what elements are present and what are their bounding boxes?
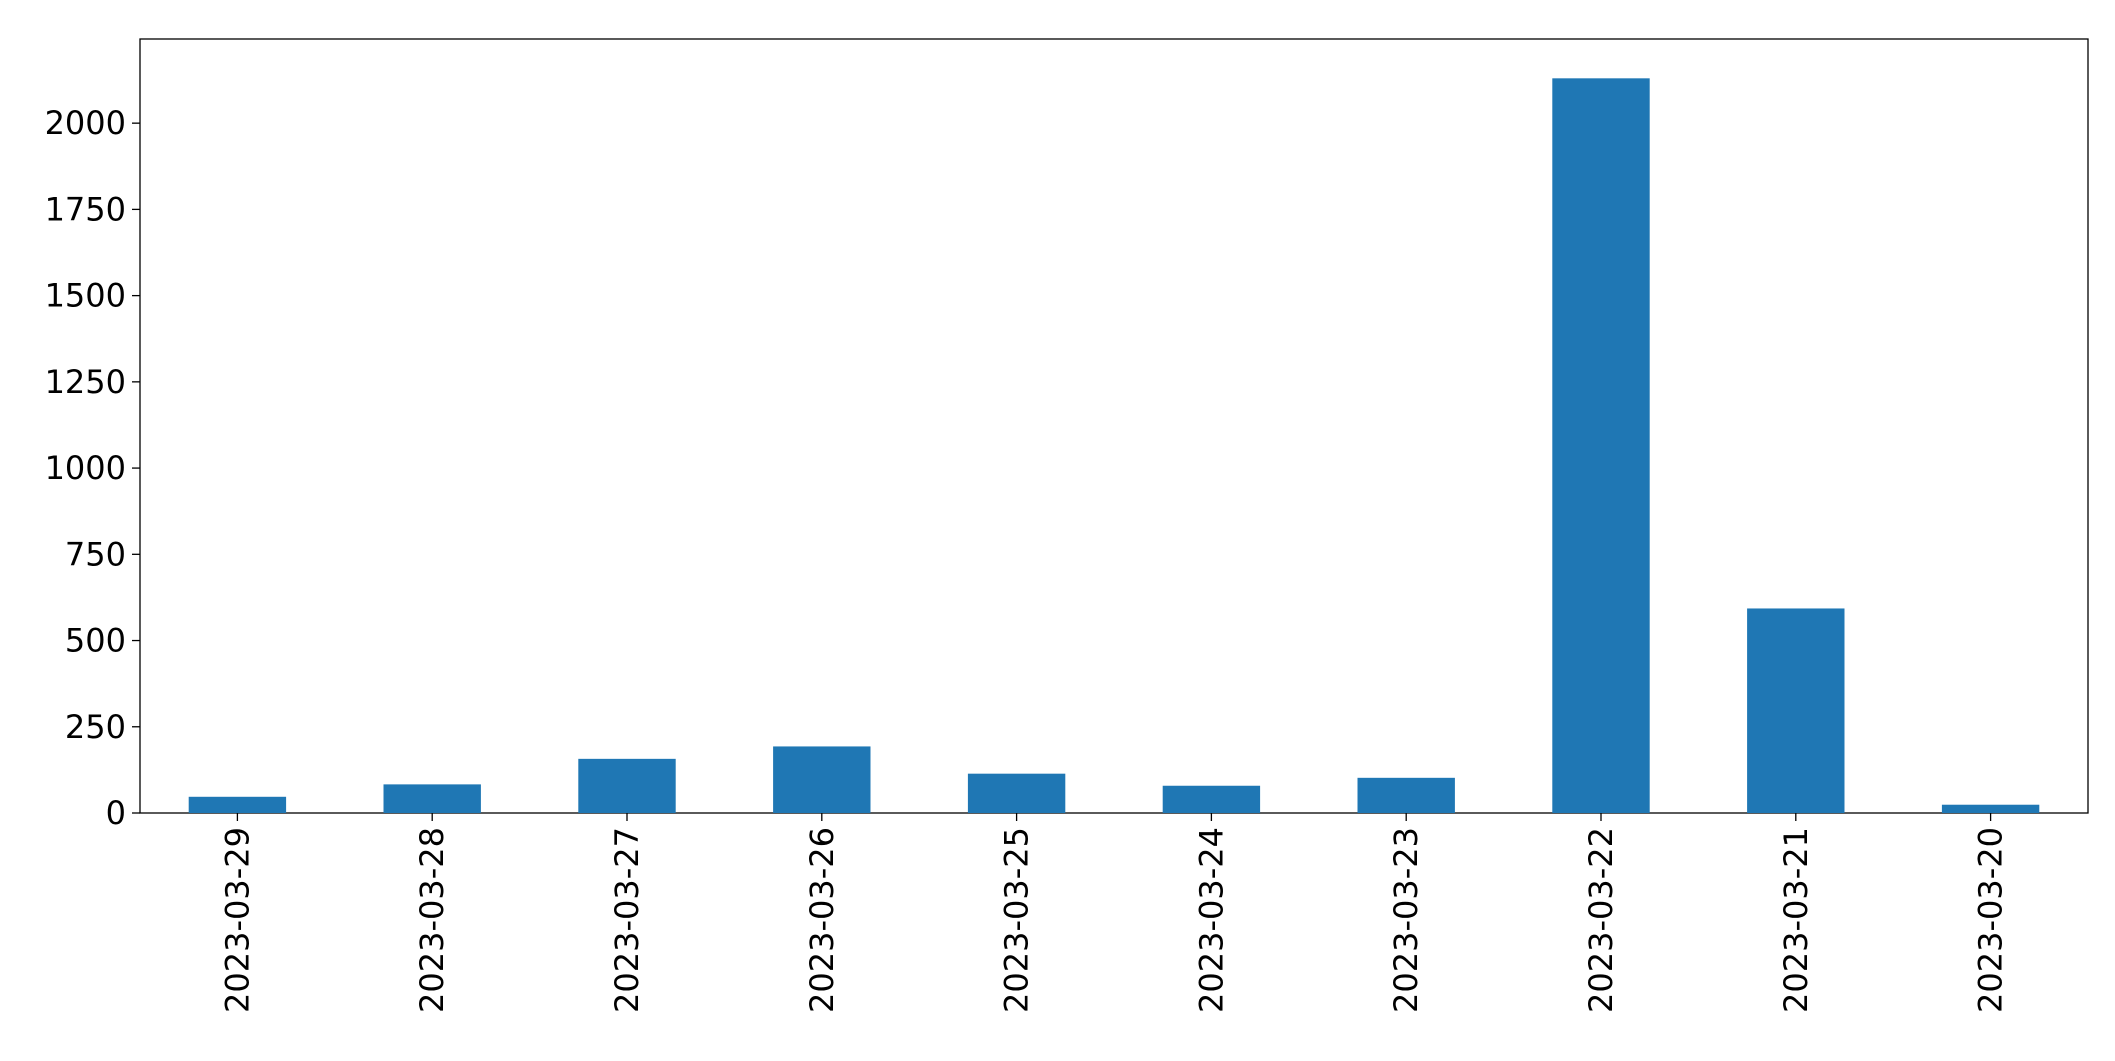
bar	[188, 796, 287, 813]
x-tick-label: 2023-03-25	[998, 827, 1036, 1013]
y-tick-label: 1000	[45, 449, 126, 487]
y-tick-label: 500	[65, 622, 126, 660]
bar	[578, 758, 676, 813]
y-tick-label: 2000	[45, 104, 126, 142]
y-tick-label: 750	[65, 535, 126, 573]
y-tick-label: 1500	[45, 277, 126, 315]
y-tick-label: 0	[106, 794, 126, 832]
y-tick-label: 1250	[45, 363, 126, 401]
x-tick-label: 2023-03-27	[608, 827, 646, 1013]
bar	[773, 746, 871, 813]
x-tick-label: 2023-03-26	[803, 827, 841, 1013]
bar	[1552, 78, 1650, 813]
bar	[1941, 804, 2040, 813]
x-tick-label: 2023-03-23	[1387, 827, 1425, 1013]
plot-frame	[139, 38, 2089, 814]
bar	[383, 784, 481, 813]
x-tick-label: 2023-03-28	[413, 827, 451, 1013]
x-tick-label: 2023-03-20	[1972, 827, 2010, 1013]
bar	[967, 773, 1066, 813]
bar	[1747, 608, 1845, 813]
bar	[1162, 785, 1261, 813]
bar	[1357, 777, 1455, 813]
x-tick-label: 2023-03-21	[1777, 827, 1815, 1013]
x-tick-label: 2023-03-22	[1582, 827, 1620, 1013]
y-tick-label: 250	[65, 708, 126, 746]
x-tick-label: 2023-03-24	[1192, 827, 1230, 1013]
y-tick-label: 1750	[45, 190, 126, 228]
x-tick-label: 2023-03-29	[218, 827, 256, 1013]
